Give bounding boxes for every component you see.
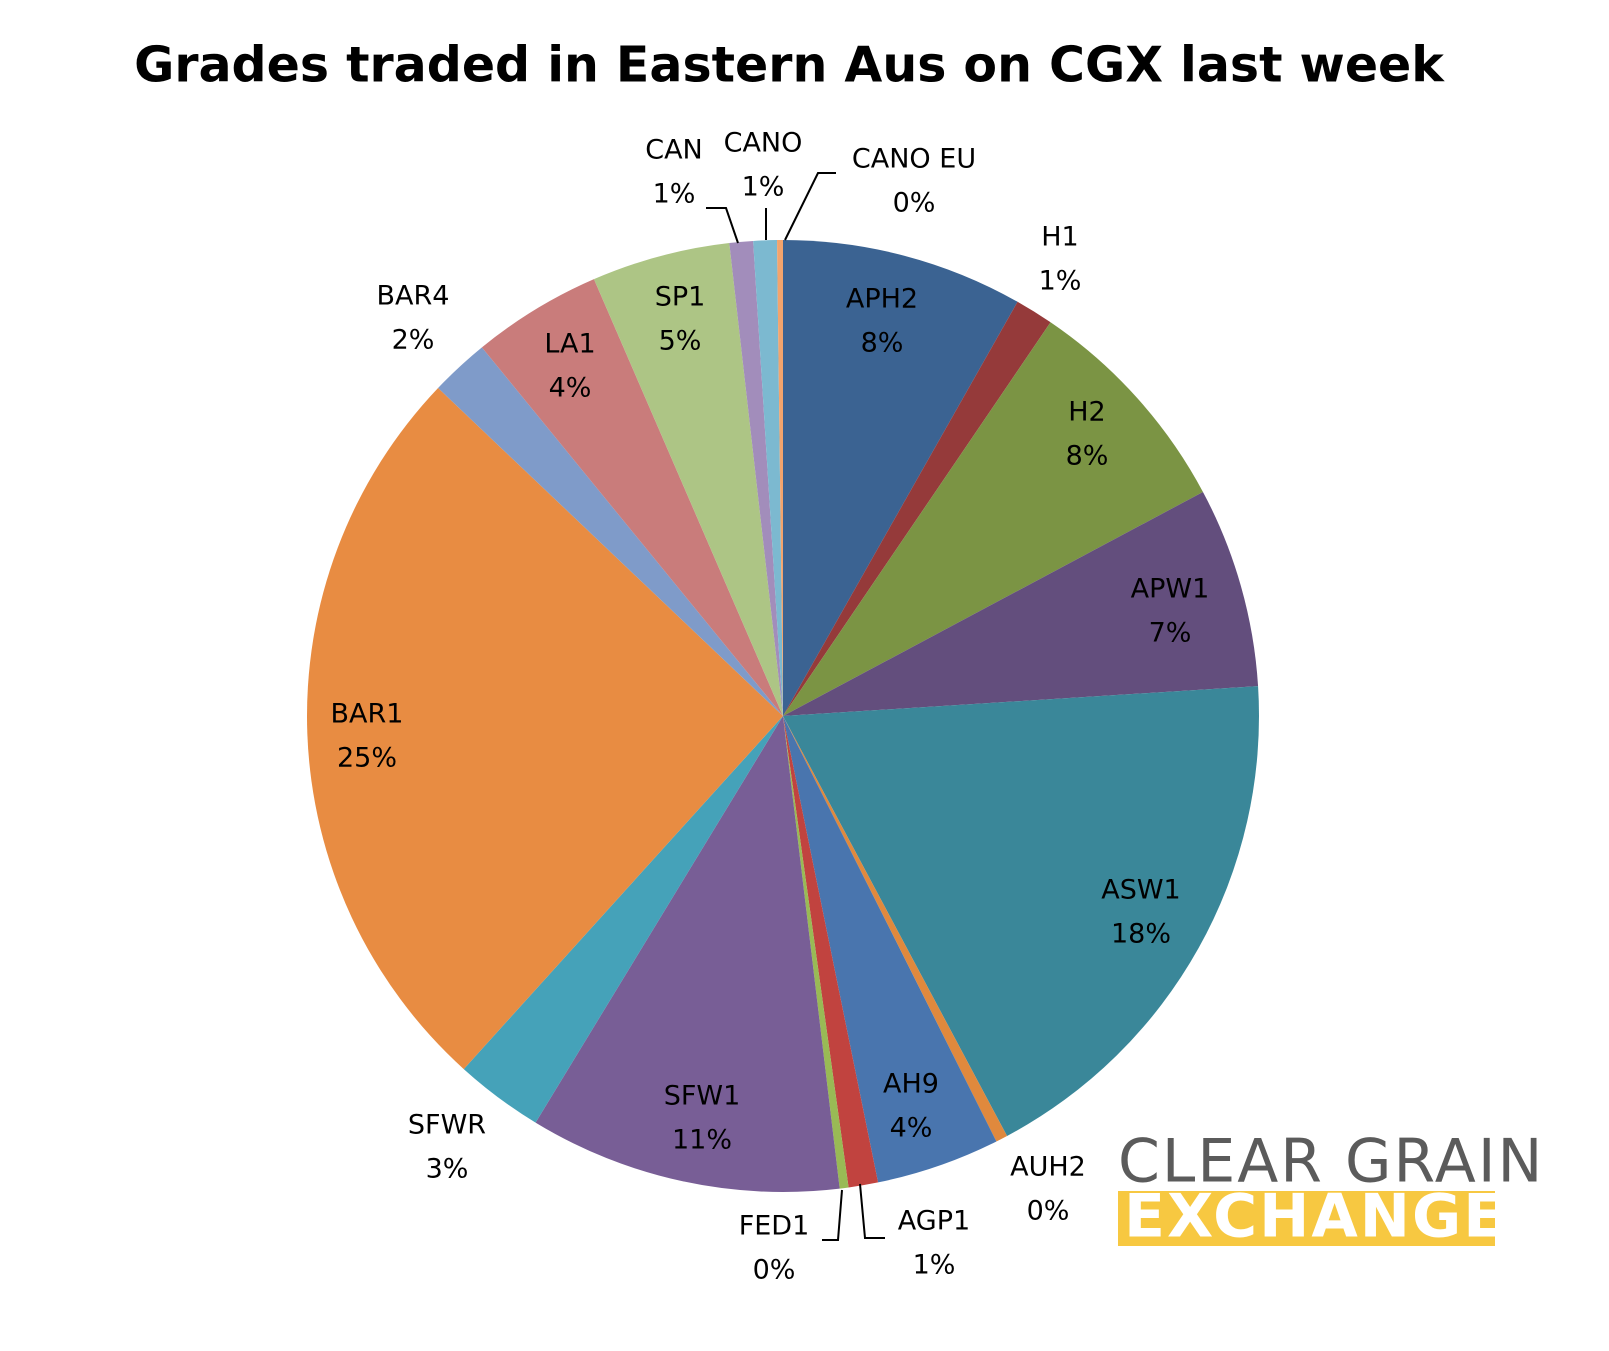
pie-slice [593,243,783,716]
leader-line [706,207,739,244]
slice-percent: 8% [861,328,904,359]
slice-percent: 3% [426,1154,469,1185]
pie-slice [753,240,783,716]
pie-slice [783,716,879,1188]
pie-slice [783,322,1203,716]
leader-line [784,172,836,241]
slice-name: FED1 [739,1211,810,1242]
slice-percent: 1% [742,172,785,203]
pie-slice [481,279,783,716]
slice-name: BAR1 [331,699,404,730]
leader-line [822,1189,843,1241]
slice-percent: 5% [659,326,702,357]
slice-name: CANO [724,128,803,159]
pie-slice [463,716,783,1123]
pie-slice [783,716,849,1189]
labels: APH2 8% H1 1% H2 8% APW1 7% ASW1 18% AUH2 0% AH9 4% AG… [331,128,1210,1286]
pie-slice [783,686,1259,1136]
logo: CLEAR GRAIN EXCHANGE [1118,1127,1544,1252]
pie-slice [729,240,783,716]
slice-name: LA1 [544,329,595,360]
slice-percent: 0% [753,1255,796,1286]
pie-slice [535,716,840,1192]
slice-name: SP1 [655,282,706,313]
slice-name: ASW1 [1101,875,1180,906]
leader-line [859,1183,885,1239]
logo-line2: EXCHANGE [1124,1182,1506,1252]
slice-percent: 1% [913,1250,956,1281]
slice-percent: 25% [337,743,397,774]
pie-slice [783,716,997,1183]
slice-percent: 1% [653,179,696,210]
slice-percent: 0% [893,188,936,219]
slice-percent: 4% [890,1113,933,1144]
pie-slice [783,716,1008,1142]
logo-line1: CLEAR GRAIN [1118,1127,1544,1197]
slice-percent: 7% [1149,618,1192,649]
pie-slice [306,387,783,1070]
pie-slice [783,240,1018,716]
chart-title: Grades traded in Eastern Aus on CGX last… [134,37,1445,94]
slice-name: H1 [1041,222,1078,253]
slice-name: CAN [645,135,703,166]
pie-slice [777,240,783,716]
leader-lines [706,172,885,1241]
slice-percent: 8% [1066,441,1109,472]
pie-slice [783,491,1259,716]
slice-name: APW1 [1131,574,1210,605]
pie-slice [438,347,783,716]
slice-name: H2 [1068,397,1105,428]
slice-name: SFW1 [664,1081,741,1112]
slice-percent: 4% [549,373,592,404]
slice-name: SFWR [408,1110,486,1141]
slice-name: BAR4 [377,281,450,312]
slice-name: AUH2 [1010,1152,1086,1183]
slice-name: AH9 [883,1069,939,1100]
slice-percent: 11% [672,1125,732,1156]
slice-percent: 18% [1111,919,1171,950]
slice-percent: 1% [1039,266,1082,297]
slice-percent: 2% [392,325,435,356]
pie-slice [783,301,1051,716]
logo-band [1118,1191,1495,1246]
slice-name: CANO EU [852,144,976,175]
slice-name: APH2 [846,284,918,315]
slice-percent: 0% [1027,1196,1070,1227]
slice-name: AGP1 [898,1206,970,1237]
pie [306,240,1259,1192]
